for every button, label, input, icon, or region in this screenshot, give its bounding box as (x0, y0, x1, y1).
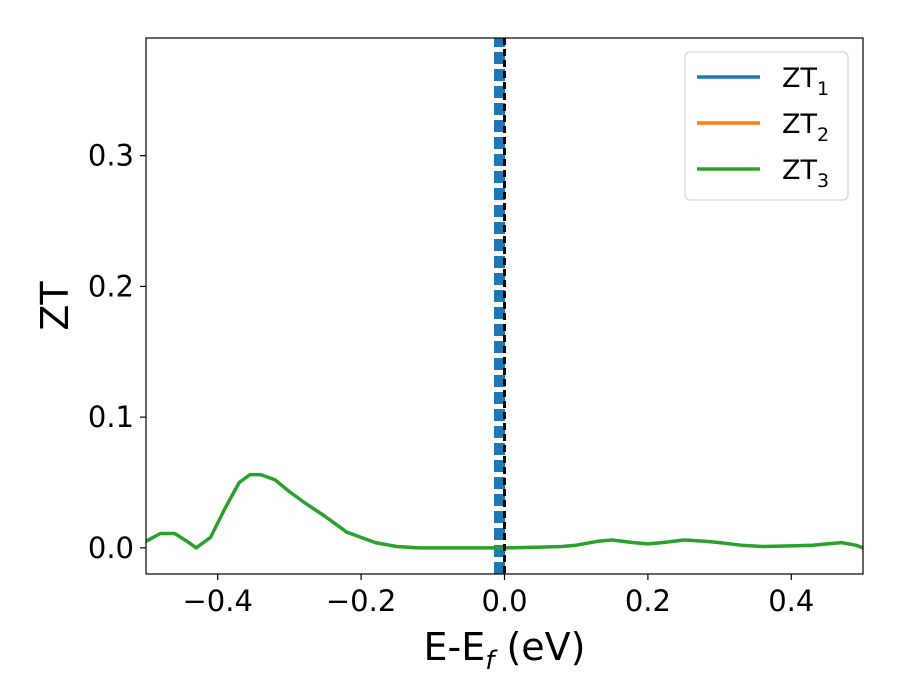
x-tick-label: −0.4 (182, 584, 252, 618)
y-tick-label: 0.1 (88, 400, 134, 434)
x-tick-label: 0.0 (481, 584, 527, 618)
legend: ZT1 ZT2 ZT3 (684, 51, 849, 201)
legend-label-zt2: ZT2 (782, 109, 829, 146)
legend-box (684, 51, 849, 201)
y-tick-label: 0.0 (88, 531, 134, 565)
x-tick-label: −0.2 (326, 584, 396, 618)
legend-label-zt1: ZT1 (782, 63, 829, 100)
y-axis-label: ZT (33, 281, 77, 331)
y-tick-label: 0.3 (88, 139, 134, 173)
y-tick-label: 0.2 (88, 269, 134, 303)
x-tick-label: 0.2 (625, 584, 671, 618)
legend-label-zt3: ZT3 (782, 155, 829, 192)
x-tick-label: 0.4 (768, 584, 814, 618)
series-zt3-line (146, 472, 863, 550)
x-axis-label: E-Ef (eV) (424, 625, 586, 676)
